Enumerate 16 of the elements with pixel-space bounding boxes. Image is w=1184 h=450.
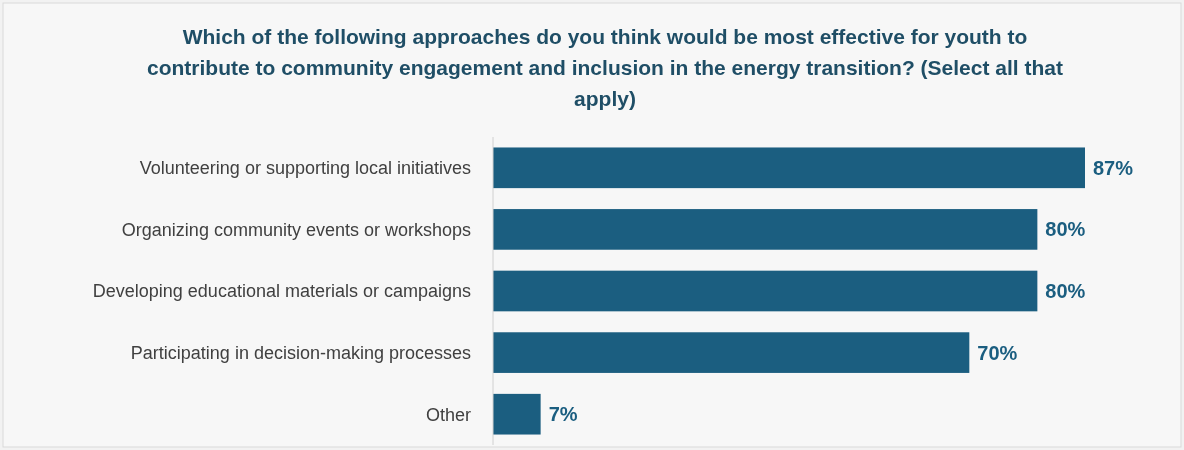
y-tick-label: Other — [425, 404, 471, 425]
data-label: 80% — [1045, 280, 1086, 302]
y-tick-label: Participating in decision-making processes — [130, 342, 471, 363]
data-label: 87% — [1093, 156, 1134, 179]
chart-title: Which of the following approaches do you think would be most effective for youth to contribute to community engagement and inclusion in the energy transition? (Select all that apply) — [147, 25, 1063, 110]
bar — [493, 147, 1085, 189]
data-label: 70% — [977, 341, 1018, 364]
data-label: 7% — [548, 403, 578, 426]
y-tick-label: Organizing community events or workshops — [121, 219, 471, 240]
bar — [493, 393, 541, 435]
bar — [493, 209, 1038, 250]
y-tick-label: Developing educational materials or campaigns — [92, 281, 471, 302]
data-label: 80% — [1045, 218, 1086, 241]
y-tick-label: Volunteering or supporting local initiatives — [139, 158, 471, 179]
bar — [493, 270, 1038, 312]
bar — [493, 332, 970, 373]
